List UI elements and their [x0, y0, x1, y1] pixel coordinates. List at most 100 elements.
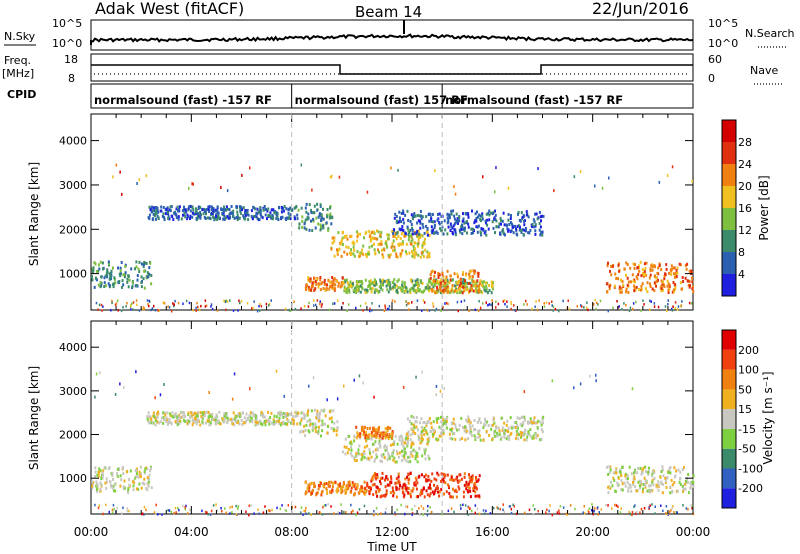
data-cell [436, 287, 439, 291]
data-cell [236, 216, 239, 220]
data-cell [403, 281, 406, 285]
data-cell [353, 482, 356, 486]
data-cell [670, 509, 672, 512]
data-cell [675, 269, 678, 272]
data-cell [399, 252, 402, 256]
data-cell [126, 509, 128, 513]
data-cell [362, 381, 364, 385]
freq-tick-bottom: 8 [68, 72, 75, 85]
data-cell [258, 210, 261, 214]
data-cell [316, 414, 319, 417]
data-cell [142, 263, 145, 267]
data-cell [482, 438, 485, 442]
data-cell [670, 272, 673, 276]
data-cell [633, 505, 635, 509]
data-cell [319, 223, 322, 227]
data-cell [456, 289, 459, 293]
data-cell [417, 495, 419, 499]
data-cell [320, 213, 323, 217]
data-cell [508, 435, 510, 438]
data-cell [307, 285, 310, 289]
data-cell [333, 302, 336, 305]
data-cell [270, 208, 273, 212]
data-cell [687, 283, 690, 287]
data-cell [381, 476, 384, 480]
data-cell [439, 287, 442, 291]
data-cell [239, 209, 242, 213]
data-cell [401, 459, 404, 462]
data-cell [375, 490, 378, 494]
data-cell [127, 487, 130, 491]
data-cell [551, 304, 553, 307]
data-cell [421, 309, 423, 312]
data-cell [235, 415, 238, 419]
data-cell [640, 288, 642, 292]
data-cell [410, 278, 412, 282]
data-cell [456, 475, 459, 479]
data-cell [470, 480, 473, 484]
colorbar-tick-label: -15 [738, 423, 756, 436]
data-cell [320, 423, 323, 427]
data-cell [462, 283, 465, 287]
data-cell [310, 409, 313, 413]
data-cell [407, 472, 410, 476]
data-cell [187, 215, 189, 219]
data-cell [397, 234, 400, 238]
data-cell [165, 420, 168, 423]
data-cell [482, 175, 484, 179]
data-cell [634, 468, 637, 472]
data-cell [372, 230, 375, 234]
data-cell [361, 248, 364, 252]
data-cell [351, 241, 354, 245]
data-cell [353, 493, 356, 497]
data-cell [374, 448, 377, 452]
data-cell [488, 303, 491, 306]
data-cell [432, 420, 435, 424]
data-cell [404, 213, 407, 217]
data-cell [371, 478, 374, 482]
data-cell [306, 419, 309, 423]
data-cell [112, 266, 114, 270]
data-cell [496, 431, 499, 435]
data-cell [307, 409, 309, 413]
data-cell [406, 475, 408, 479]
data-cell [617, 263, 620, 267]
data-cell [126, 277, 129, 281]
data-cell [154, 416, 157, 420]
data-cell [411, 226, 413, 230]
data-cell [365, 439, 367, 443]
data-cell [331, 287, 334, 291]
data-cell [513, 505, 515, 508]
data-cell [196, 414, 199, 418]
data-cell [520, 424, 523, 428]
data-cell [411, 279, 414, 283]
data-cell [340, 491, 343, 495]
data-cell [595, 379, 597, 383]
data-cell [336, 251, 339, 255]
data-cell [241, 173, 243, 177]
data-cell [145, 262, 148, 265]
data-cell [404, 451, 407, 455]
data-cell [290, 213, 292, 217]
data-cell [494, 429, 497, 433]
data-cell [278, 205, 280, 209]
data-cell [378, 442, 381, 446]
data-cell [146, 275, 149, 279]
data-cell [436, 471, 439, 475]
colorbar-frame [721, 329, 737, 509]
data-cell [480, 233, 483, 237]
data-cell [423, 495, 426, 499]
data-cell [260, 214, 263, 218]
data-cell [626, 283, 629, 287]
data-cell [688, 301, 691, 305]
data-cell [443, 286, 446, 290]
data-cell [379, 233, 382, 237]
data-cell [352, 252, 355, 256]
data-cell [328, 417, 331, 421]
data-cell [666, 309, 668, 312]
data-cell [365, 430, 368, 434]
data-cell [397, 220, 400, 224]
data-cell [374, 251, 377, 255]
data-cell [430, 270, 433, 274]
data-cell [525, 227, 527, 230]
